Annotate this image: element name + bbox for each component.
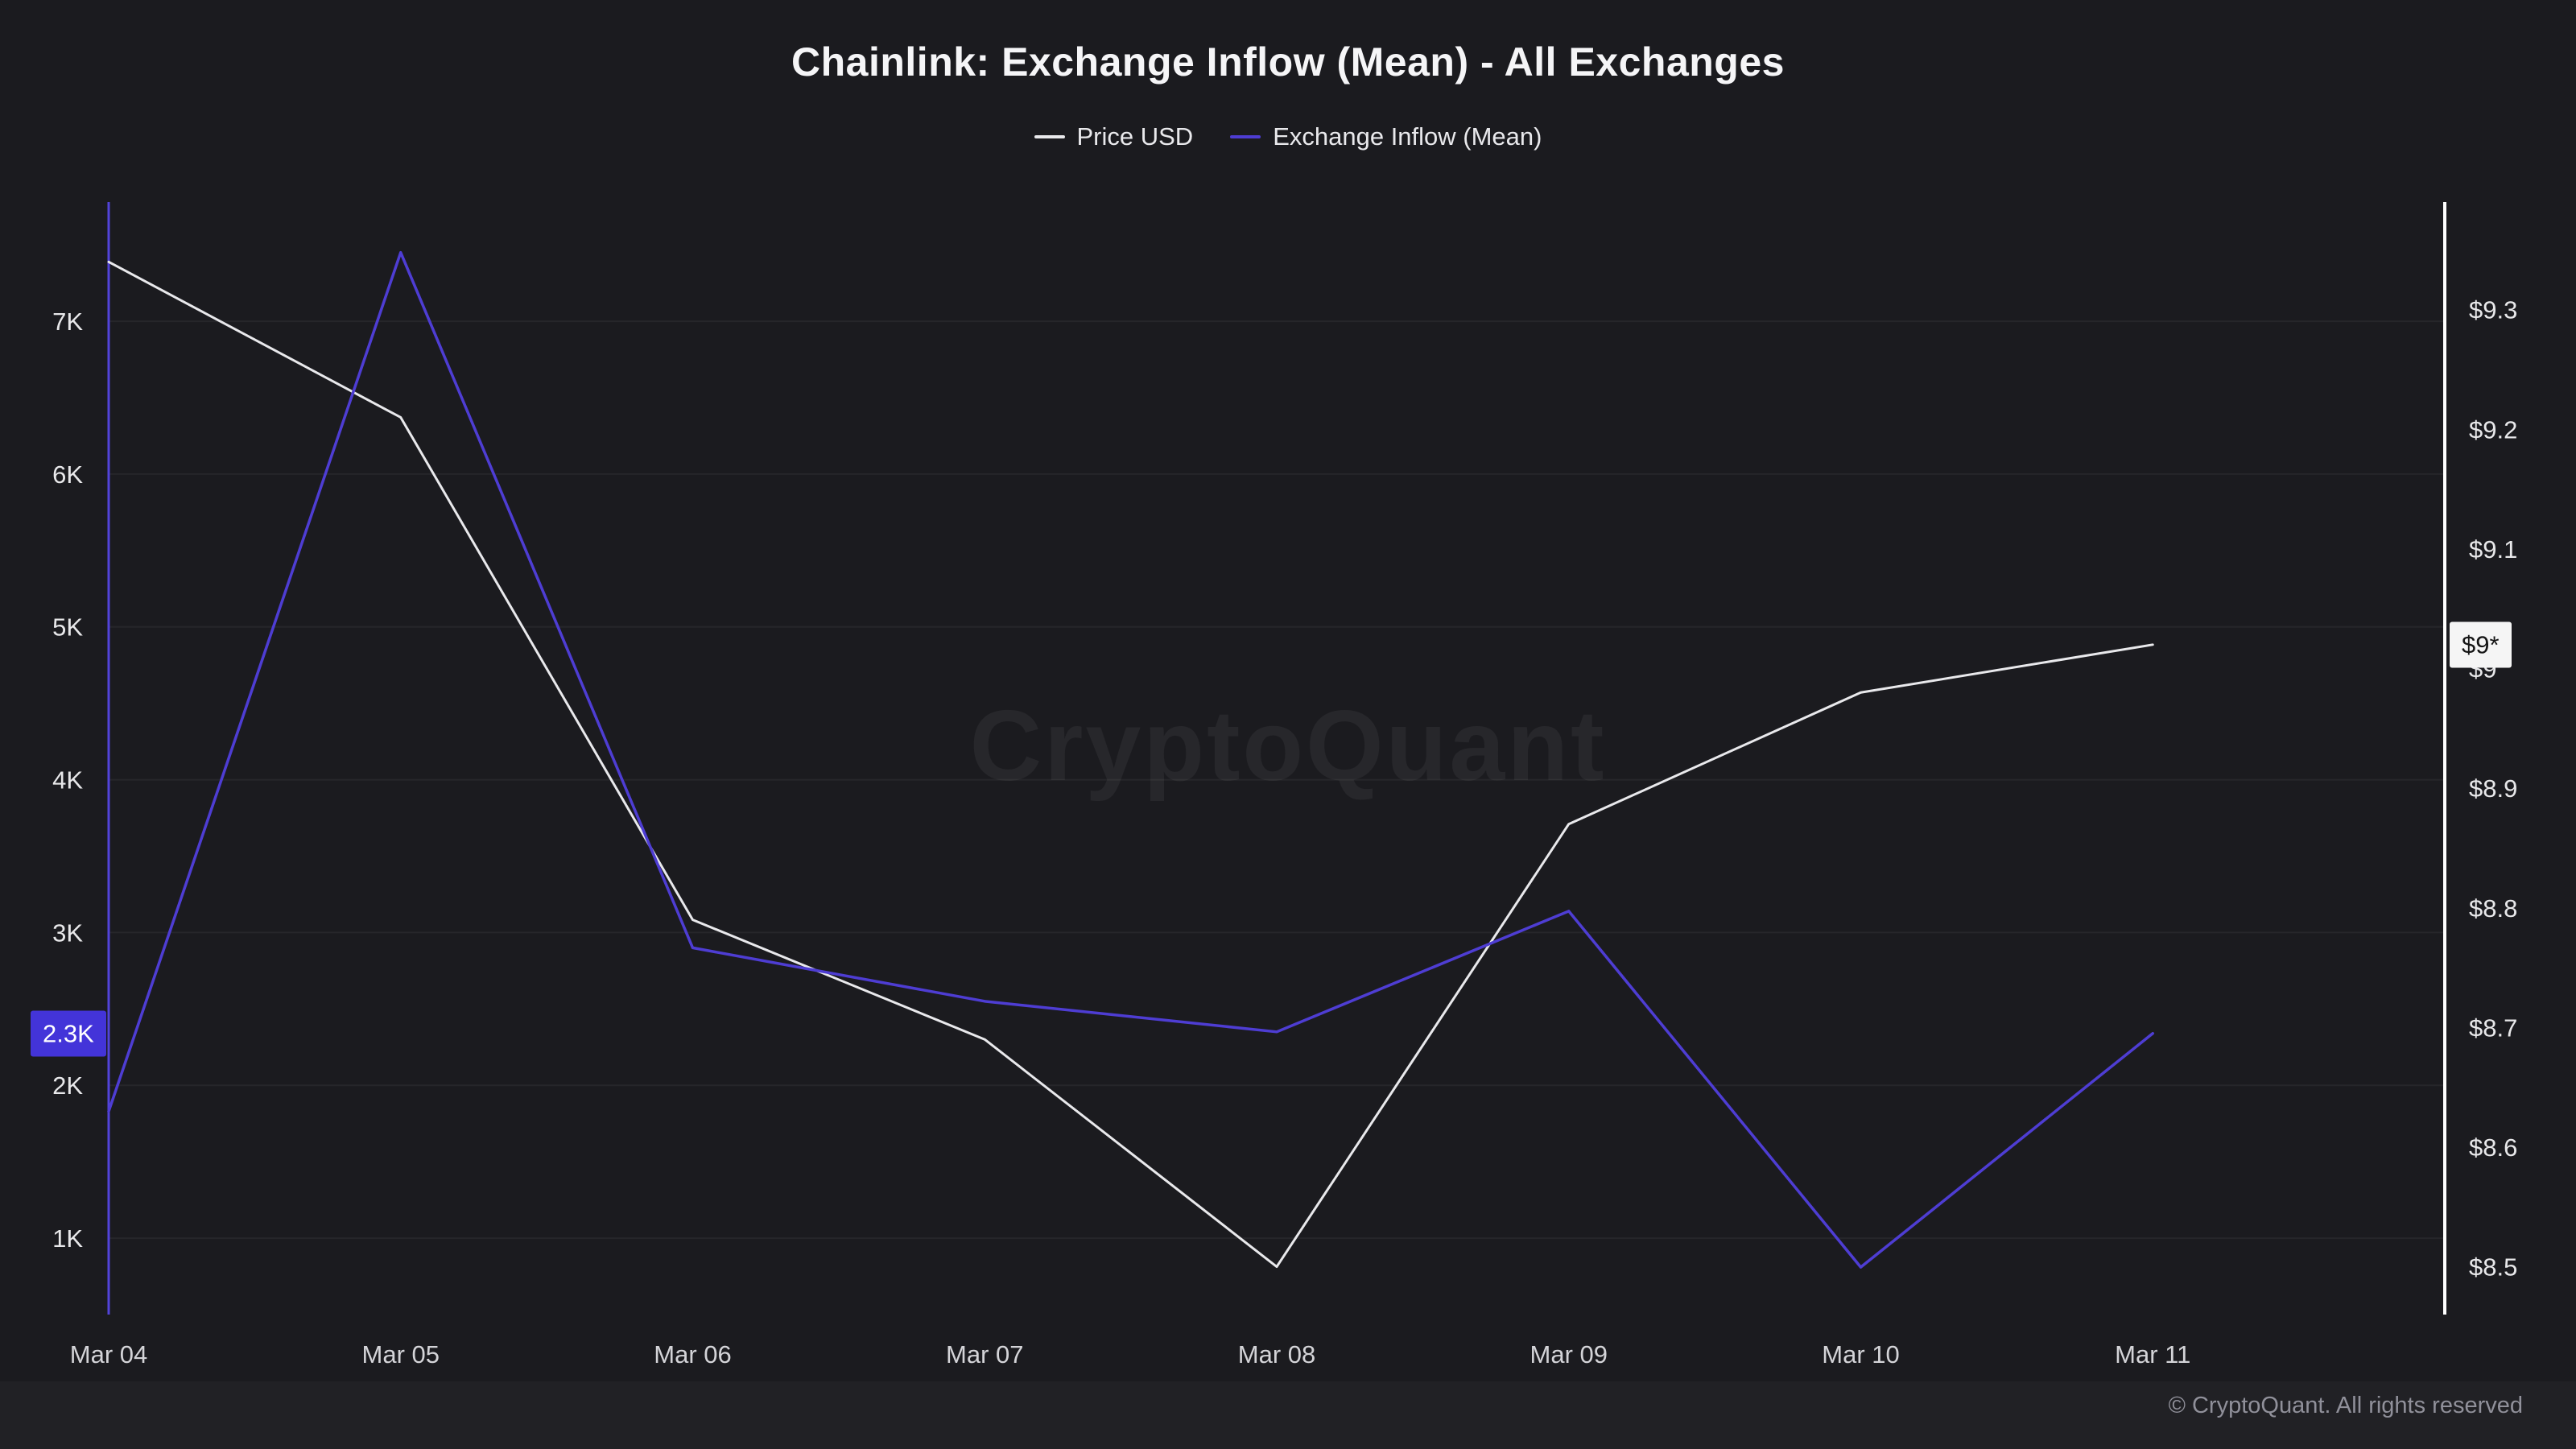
x-axis-labels: Mar 04 Mar 05 Mar 06 Mar 07 Mar 08 Mar 09 Mar … (70, 1340, 2191, 1368)
svg-text:Mar 04: Mar 04 (70, 1340, 147, 1368)
svg-text:5K: 5K (52, 613, 83, 642)
svg-text:$8.8: $8.8 (2469, 894, 2517, 923)
legend-item-1[interactable]: Exchange Inflow (Mean) (1230, 122, 1542, 151)
legend-dash-icon (1034, 135, 1065, 138)
svg-text:$8.7: $8.7 (2469, 1013, 2517, 1042)
svg-text:$8.9: $8.9 (2469, 774, 2517, 803)
svg-text:$9.3: $9.3 (2469, 296, 2517, 324)
svg-text:1K: 1K (52, 1224, 83, 1253)
svg-text:Mar 07: Mar 07 (946, 1340, 1023, 1368)
svg-text:$8.5: $8.5 (2469, 1253, 2517, 1282)
svg-text:Mar 10: Mar 10 (1822, 1340, 1899, 1368)
svg-text:$9.2: $9.2 (2469, 415, 2517, 444)
svg-text:Mar 06: Mar 06 (654, 1340, 731, 1368)
gridlines (109, 320, 2445, 1240)
legend-dash-icon (1230, 135, 1261, 138)
svg-text:$9.1: $9.1 (2469, 535, 2517, 564)
svg-text:$8.6: $8.6 (2469, 1133, 2517, 1162)
footer-bar (0, 1381, 2576, 1449)
price-last-value-badge: $9* (2450, 621, 2512, 668)
svg-text:7K: 7K (52, 308, 83, 336)
svg-text:Mar 05: Mar 05 (362, 1340, 440, 1368)
chart-title: Chainlink: Exchange Inflow (Mean) - All … (791, 39, 1785, 85)
copyright-notice: © CryptoQuant. All rights reserved (2168, 1393, 2523, 1418)
svg-text:6K: 6K (52, 460, 83, 489)
svg-text:Mar 08: Mar 08 (1238, 1340, 1315, 1368)
svg-text:Mar 11: Mar 11 (2115, 1340, 2190, 1368)
svg-text:3K: 3K (52, 919, 83, 947)
svg-text:Mar 09: Mar 09 (1530, 1340, 1608, 1368)
svg-text:4K: 4K (52, 766, 83, 795)
svg-text:2K: 2K (52, 1071, 83, 1100)
legend: Price USD Exchange Inflow (Mean) (0, 122, 2576, 151)
watermark: CryptoQuant (969, 691, 1607, 802)
legend-label: Exchange Inflow (Mean) (1273, 122, 1542, 151)
legend-item-0[interactable]: Price USD (1034, 122, 1194, 151)
inflow-last-value-badge: 2.3K (31, 1010, 106, 1057)
inflow-series-line (107, 250, 2154, 1269)
right-axis-ticks: $8.5$8.6$8.7$8.8$8.9$9$9.1$9.2$9.3 (2469, 296, 2517, 1282)
legend-label: Price USD (1076, 122, 1194, 151)
price-series-line (107, 260, 2154, 1269)
left-axis-ticks: 1K 2K 3K 4K 5K 6K 7K (52, 308, 83, 1253)
